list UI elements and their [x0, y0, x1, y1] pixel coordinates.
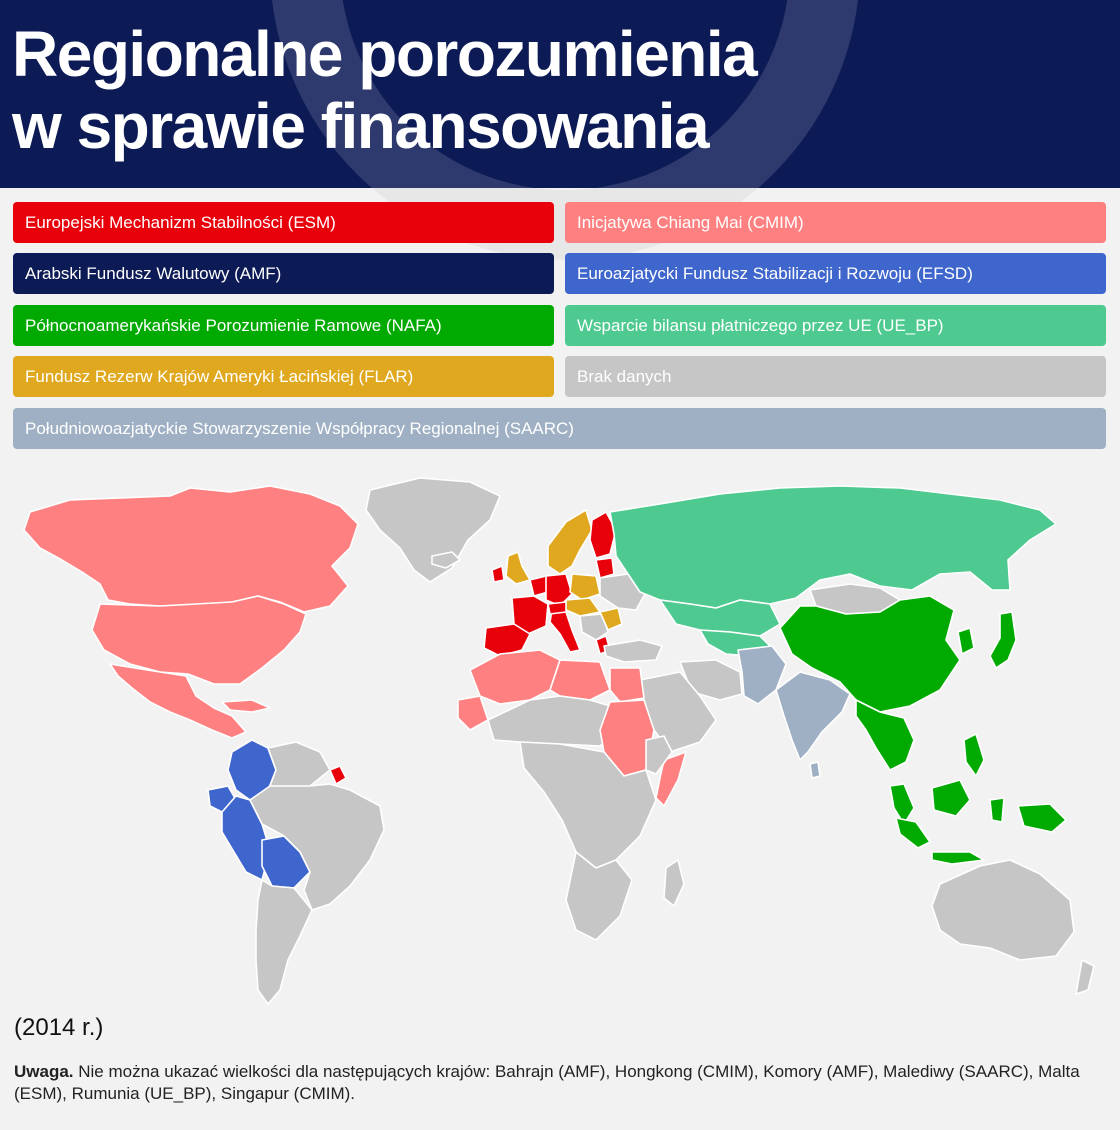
mexico	[109, 663, 247, 739]
korea	[957, 627, 975, 655]
china	[779, 595, 961, 713]
indonesia-sumatra	[895, 817, 931, 849]
legend-item-ue-bp: Wsparcie bilansu płatniczego przez UE (U…	[565, 305, 1106, 346]
legend-item-efsd: Euroazjatycki Fundusz Stabilizacji i Roz…	[565, 253, 1106, 294]
central-europe	[565, 597, 601, 617]
java	[931, 851, 985, 865]
romania-bulgaria	[599, 607, 623, 631]
new-zealand	[1075, 959, 1095, 995]
ireland	[491, 565, 505, 583]
borneo	[931, 779, 971, 817]
header-banner: Regionalne porozumienia w sprawie finans…	[0, 0, 1120, 188]
horn-of-africa	[645, 735, 673, 775]
kazakhstan	[659, 599, 781, 637]
central-africa	[519, 741, 657, 869]
afghanistan-pakistan	[737, 645, 787, 705]
turkey	[603, 639, 663, 663]
finland	[589, 511, 617, 559]
italy	[549, 609, 581, 653]
year-label: (2014 r.)	[14, 1014, 104, 1041]
legend-item-flar: Fundusz Rezerw Krajów Ameryki Łacińskiej…	[13, 356, 554, 397]
footnote: Uwaga. Nie można ukazać wielkości dla na…	[14, 1061, 1110, 1105]
madagascar	[663, 859, 685, 907]
title-line-1: Regionalne porozumienia	[12, 18, 758, 90]
canada	[23, 485, 359, 613]
philippines	[963, 733, 985, 777]
cuba	[221, 699, 271, 713]
india	[775, 671, 851, 761]
baltics	[595, 557, 615, 579]
papua	[1017, 803, 1067, 833]
venezuela	[267, 741, 331, 791]
austria	[547, 601, 567, 615]
malaysia	[889, 783, 915, 825]
north-africa-west	[469, 649, 561, 705]
legend-item-esm: Europejski Mechanizm Stabilności (ESM)	[13, 202, 554, 243]
footnote-bold: Uwaga.	[14, 1062, 74, 1081]
southeast-asia	[855, 699, 915, 771]
legend-item-cmim: Inicjatywa Chiang Mai (CMIM)	[565, 202, 1106, 243]
usa	[91, 595, 307, 685]
spain-portugal	[483, 623, 531, 657]
norway-sweden	[547, 509, 593, 575]
australia	[931, 859, 1075, 961]
balkans	[579, 613, 609, 641]
world-map	[0, 470, 1120, 1010]
argentina-chile	[255, 879, 313, 1005]
legend-item-nafa: Północnoamerykańskie Porozumienie Ramowe…	[13, 305, 554, 346]
southern-africa	[565, 851, 633, 941]
suriname	[329, 765, 347, 785]
iceland	[431, 551, 461, 569]
legend-item-amf: Arabski Fundusz Walutowy (AMF)	[13, 253, 554, 294]
title-line-2: w sprawie finansowania	[12, 90, 710, 162]
egypt	[609, 667, 645, 703]
brazil	[249, 783, 385, 911]
page-title: Regionalne porozumienia w sprawie finans…	[12, 18, 758, 162]
footnote-text: Nie można ukazać wielkości dla następują…	[14, 1062, 1080, 1103]
greenland	[365, 477, 501, 583]
legend-item-saarc: Południowoazjatyckie Stowarzyszenie Wspó…	[13, 408, 1106, 449]
sri-lanka	[809, 761, 821, 779]
poland	[569, 573, 601, 601]
japan	[989, 611, 1017, 669]
sulawesi	[989, 797, 1005, 823]
united-kingdom	[505, 551, 531, 585]
libya	[549, 659, 611, 701]
western-sahara	[457, 695, 489, 731]
legend-item-no-data: Brak danych	[565, 356, 1106, 397]
legend: Europejski Mechanizm Stabilności (ESM) I…	[0, 0, 1120, 460]
somalia	[655, 751, 687, 807]
